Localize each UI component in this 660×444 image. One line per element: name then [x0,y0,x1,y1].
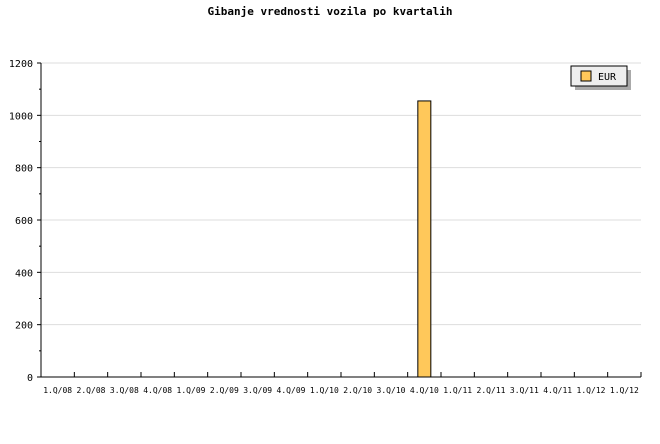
x-tick-label: 2.Q/08 [77,386,106,395]
x-tick-label: 3.Q/10 [377,386,406,395]
x-tick-label: 1.Q/09 [177,386,206,395]
x-tick-label: 2.Q/09 [210,386,239,395]
x-tick-label: 1.Q/11 [443,386,472,395]
x-tick-label: 3.Q/08 [110,386,139,395]
x-tick-label: 4.Q/09 [277,386,306,395]
legend-swatch [580,70,592,82]
x-tick-label: 3.Q/11 [510,386,539,395]
bars [417,100,432,378]
x-tick-label: 2.Q/10 [343,386,372,395]
legend: EUR [570,65,631,90]
y-tick-label: 1000 [9,111,33,122]
x-tick-label: 1.Q/12 [577,386,606,395]
x-tick-label: 2.Q/11 [477,386,506,395]
x-tick-label: 3.Q/09 [243,386,272,395]
x-tick-label: 1.Q/12 [610,386,639,395]
x-tick-label: 4.Q/10 [410,386,439,395]
y-tick-label: 400 [15,268,33,279]
y-tick-label: 800 [15,164,33,175]
x-tick-label: 1.Q/10 [310,386,339,395]
bar [417,100,432,378]
x-tick-label: 1.Q/08 [43,386,72,395]
y-tick-label: 600 [15,216,33,227]
x-tick-label: 4.Q/08 [143,386,172,395]
axes: 0 200 400 600 800 1000 1200 1.Q/08 2.Q/08 3.Q/08 4… [9,59,642,395]
legend-label: EUR [598,72,617,83]
y-tick-label: 0 [27,373,33,384]
y-tick-label: 200 [15,321,33,332]
y-tick-label: 1200 [9,59,33,70]
x-tick-label: 4.Q/11 [543,386,572,395]
chart-title: Gibanje vrednosti vozila po kvartalih [207,5,452,18]
grid [41,62,641,326]
